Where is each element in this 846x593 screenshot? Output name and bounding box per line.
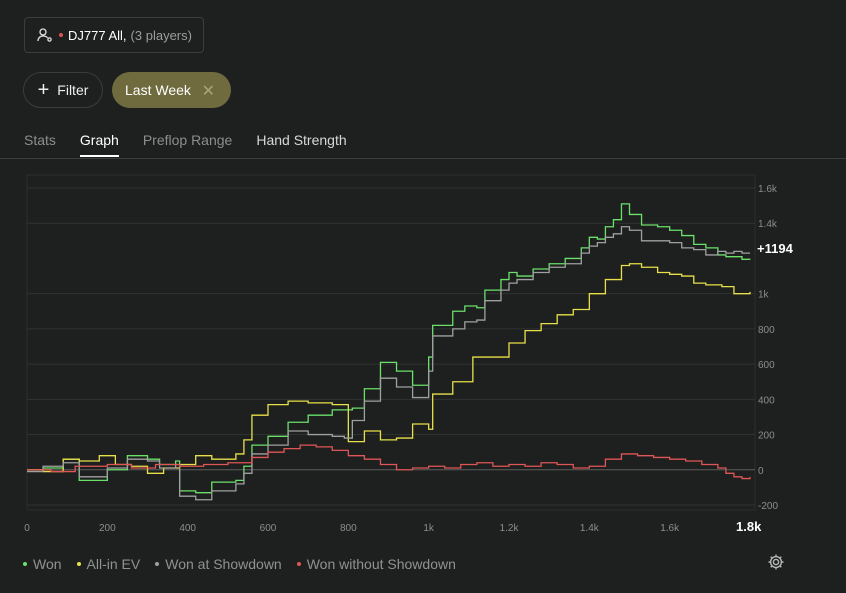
player-selector[interactable]: DJ777 All, (3 players) xyxy=(24,17,204,53)
player-count: (3 players) xyxy=(130,27,192,43)
x-tick-label: 1k xyxy=(423,523,435,534)
date-range-label: Last Week xyxy=(125,82,191,98)
close-icon[interactable]: ✕ xyxy=(201,83,215,100)
y-tick-label: 600 xyxy=(758,360,775,371)
x-tick-label: 400 xyxy=(179,523,196,534)
y-tick-label: 1.4k xyxy=(758,219,778,230)
x-axis-labels: 0 200 400 600 800 1k 1.2k 1.4k 1.6k xyxy=(24,523,680,534)
y-tick-label: 1.6k xyxy=(758,184,778,195)
x-tick-label: 1.4k xyxy=(580,523,600,534)
legend-dot xyxy=(76,562,81,566)
tab-bar: Stats Graph Preflop Range Hand Strength xyxy=(24,132,371,157)
tab-graph[interactable]: Graph xyxy=(79,132,119,157)
date-range-chip[interactable]: Last Week ✕ xyxy=(112,72,231,108)
x-tick-label: 600 xyxy=(260,523,277,534)
gear-icon[interactable] xyxy=(767,553,785,571)
plot-frame xyxy=(26,174,756,511)
filter-button[interactable]: + Filter xyxy=(23,72,103,108)
chart-grid xyxy=(26,174,756,511)
legend-dot xyxy=(296,562,301,566)
series-line-all-in-ev xyxy=(27,263,751,474)
tab-preflop-range[interactable]: Preflop Range xyxy=(142,132,233,148)
y-tick-label: 800 xyxy=(758,325,775,336)
legend-item-won[interactable]: Won xyxy=(23,556,62,572)
chart-legend: Won All-in EV Won at Showdown Won withou… xyxy=(23,556,471,572)
legend-label: Won at Showdown xyxy=(165,556,282,572)
legend-dot xyxy=(155,562,160,566)
player-name: DJ777 All, xyxy=(68,27,127,43)
y-tick-label: 200 xyxy=(758,431,775,442)
x-tick-label: 1.6k xyxy=(660,523,680,534)
profit-chart[interactable]: 1.6k 1.4k 1k 800 600 400 200 0 -200 0 200 400 600 80… xyxy=(0,170,846,540)
x-tick-label: 800 xyxy=(340,523,357,534)
y-axis-labels: 1.6k 1.4k 1k 800 600 400 200 0 -200 xyxy=(758,184,778,512)
x-tick-label: 200 xyxy=(99,523,116,534)
chart-series xyxy=(27,203,751,501)
tab-divider xyxy=(0,158,846,159)
legend-label: All-in EV xyxy=(86,556,141,572)
status-dot xyxy=(59,33,63,37)
legend-label: Won without Showdown xyxy=(306,556,456,572)
series-line-won-at-showdown xyxy=(27,226,750,501)
plus-icon: + xyxy=(37,79,50,101)
series-line-won-without-showdown xyxy=(27,444,751,480)
x-tick-label: 0 xyxy=(24,523,30,534)
legend-dot xyxy=(23,562,27,566)
y-tick-label: -200 xyxy=(758,501,778,512)
legend-item-won-without-showdown[interactable]: Won without Showdown xyxy=(296,556,456,572)
y-tick-label: 1k xyxy=(758,290,770,301)
user-settings-icon xyxy=(37,27,53,43)
tab-stats[interactable]: Stats xyxy=(24,132,56,148)
filter-label: Filter xyxy=(57,82,89,98)
x-tick-label: 1.2k xyxy=(500,523,520,534)
legend-item-won-at-showdown[interactable]: Won at Showdown xyxy=(155,556,282,572)
y-tick-label: 0 xyxy=(758,466,764,477)
tab-hand-strength[interactable]: Hand Strength xyxy=(256,132,347,148)
x-axis-end-label: 1.8k xyxy=(736,519,762,534)
end-value-label: +1194 xyxy=(757,241,794,256)
y-tick-label: 400 xyxy=(758,395,775,406)
legend-item-all-in-ev[interactable]: All-in EV xyxy=(76,556,141,572)
legend-label: Won xyxy=(33,556,62,572)
series-line-won xyxy=(27,203,751,494)
